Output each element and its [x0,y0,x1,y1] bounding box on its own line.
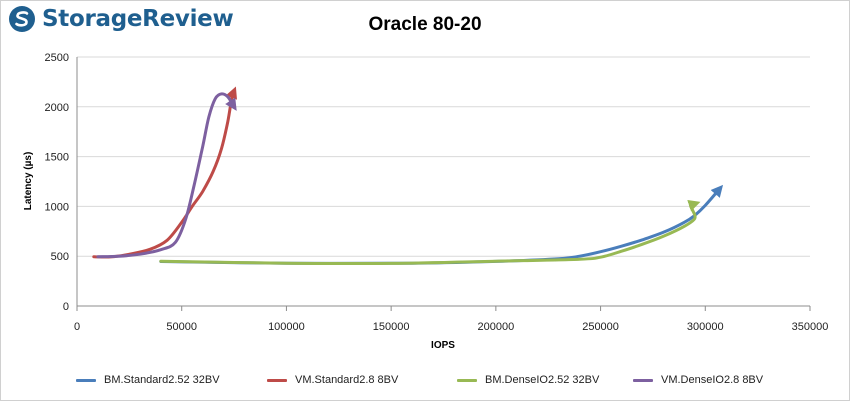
x-tick-label: 100000 [268,321,305,333]
legend-swatch [76,378,96,382]
legend-label: VM.Standard2.8 8BV [295,374,399,386]
x-axis-label: IOPS [431,340,455,351]
x-tick-label: 250000 [582,321,619,333]
series-line-vm-denseio2-8-8bv [96,92,237,259]
y-tick-label: 0 [63,301,69,313]
storagereview-logo-icon [9,6,35,32]
brand-logo-text: StorageReview [42,6,234,32]
y-tick-label: 2500 [45,52,69,64]
tick-labels: 0 500 1000 1500 2000 2500 0 50000 100000 150000 20… [45,52,829,333]
y-tick-label: 1500 [45,152,69,164]
y-axis-label: Latency (µs) [23,152,34,211]
legend-label: BM.Standard2.52 32BV [104,374,220,386]
legend-swatch [457,378,477,382]
gridlines [77,56,810,257]
x-tick-label: 50000 [166,321,197,333]
series-line-bm-standard2-52-32bv [159,184,724,265]
legend-label: BM.DenseIO2.52 32BV [485,374,600,386]
x-tick-label: 350000 [792,321,829,333]
series-lines [92,86,724,266]
x-tick-label: 200000 [477,321,514,333]
legend-item: BM.Standard2.52 32BV [76,372,220,388]
y-tick-label: 2000 [45,102,69,114]
legend-item: BM.DenseIO2.52 32BV [457,372,599,388]
legend-label: VM.DenseIO2.8 8BV [661,374,764,386]
chart-legend: BM.Standard2.52 32BV VM.Standard2.8 8BV BM… [76,372,796,388]
legend-item: VM.Standard2.8 8BV [267,372,398,388]
x-tick-label: 150000 [373,321,410,333]
series-line-bm-denseio2-52-32bv [159,199,701,266]
legend-item: VM.DenseIO2.8 8BV [633,372,763,388]
x-tick-label: 300000 [687,321,724,333]
legend-swatch [267,378,287,382]
brand-logo: StorageReview [8,4,234,34]
y-tick-label: 500 [51,251,69,263]
axes [76,57,811,311]
chart-title: Oracle 80-20 [368,14,482,35]
x-tick-label: 0 [74,321,80,333]
legend-swatch [633,378,653,382]
series-line-vm-standard2-8-8bv [92,86,237,259]
y-tick-label: 1000 [45,201,69,213]
